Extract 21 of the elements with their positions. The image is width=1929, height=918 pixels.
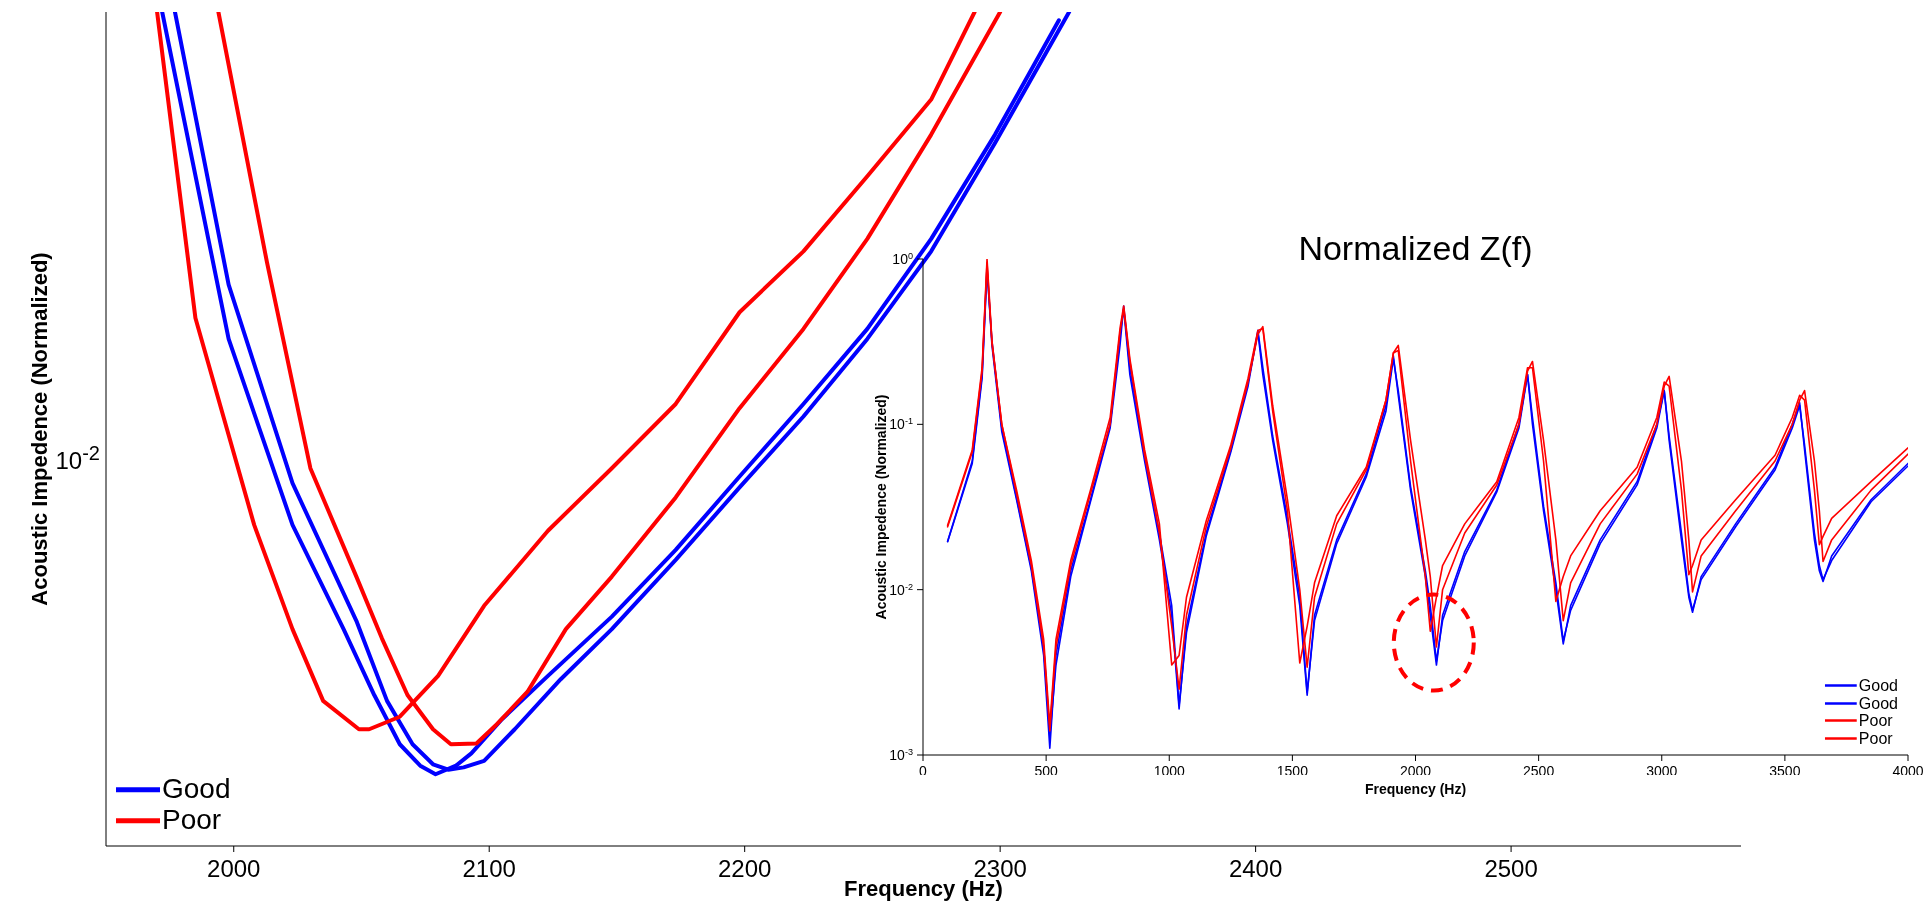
y-axis-title: Acoustic Impedence (Normalized) [873,394,889,620]
x-axis-title: Frequency (Hz) [844,876,1003,901]
x-tick-label: 2500 [1484,854,1538,882]
x-tick-label: 2400 [1228,854,1283,882]
x-tick-label: 2000 [207,854,261,882]
y-axis-title: Acoustic Impedence (Normalized) [27,252,52,606]
chart-title: Normalized Z(f) [1298,229,1533,267]
y-tick-label: 10$^{-1}$ [889,416,913,433]
text: 10$^{-2}$ [55,441,100,474]
y-tick-label: 10$^{-2}$ [889,581,913,598]
legend-label: Good [1858,676,1898,695]
legend-label: Good [1858,694,1898,712]
legend-label: Good [162,773,231,806]
x-tick-label: 2100 [462,854,516,882]
x-tick-label: 2200 [717,854,772,882]
y-tick-label: 10$^{-3}$ [889,746,913,763]
legend-label: Poor [1858,729,1893,747]
legend-label: Poor [162,804,222,836]
legend-label: Poor [1858,711,1893,730]
y-tick-label: 10$^{0}$ [892,250,913,267]
x-axis-title: Frequency (Hz) [1364,781,1467,797]
